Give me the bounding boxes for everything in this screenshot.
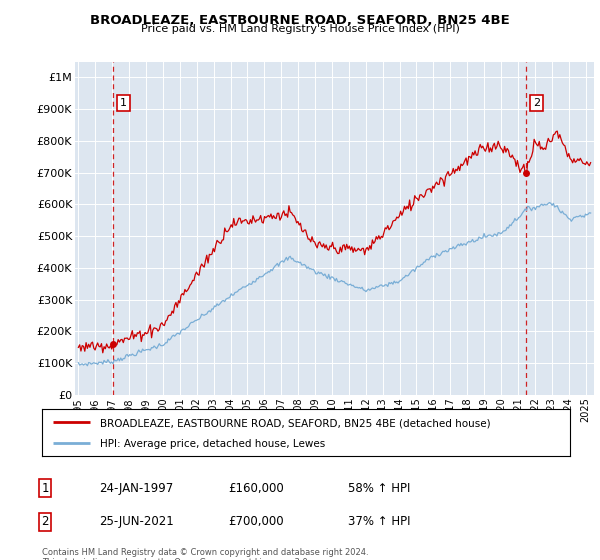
Text: 1: 1 bbox=[41, 482, 49, 495]
Text: 2: 2 bbox=[533, 98, 540, 108]
Text: Contains HM Land Registry data © Crown copyright and database right 2024.
This d: Contains HM Land Registry data © Crown c… bbox=[42, 548, 368, 560]
Text: HPI: Average price, detached house, Lewes: HPI: Average price, detached house, Lewe… bbox=[100, 439, 325, 449]
Text: BROADLEAZE, EASTBOURNE ROAD, SEAFORD, BN25 4BE (detached house): BROADLEAZE, EASTBOURNE ROAD, SEAFORD, BN… bbox=[100, 418, 491, 428]
Text: 24-JAN-1997: 24-JAN-1997 bbox=[99, 482, 173, 495]
Text: 37% ↑ HPI: 37% ↑ HPI bbox=[348, 515, 410, 529]
Text: £160,000: £160,000 bbox=[228, 482, 284, 495]
Text: 2: 2 bbox=[41, 515, 49, 529]
Text: Price paid vs. HM Land Registry's House Price Index (HPI): Price paid vs. HM Land Registry's House … bbox=[140, 24, 460, 34]
Text: £700,000: £700,000 bbox=[228, 515, 284, 529]
Text: 25-JUN-2021: 25-JUN-2021 bbox=[99, 515, 174, 529]
Text: BROADLEAZE, EASTBOURNE ROAD, SEAFORD, BN25 4BE: BROADLEAZE, EASTBOURNE ROAD, SEAFORD, BN… bbox=[90, 14, 510, 27]
Text: 1: 1 bbox=[120, 98, 127, 108]
Text: 58% ↑ HPI: 58% ↑ HPI bbox=[348, 482, 410, 495]
